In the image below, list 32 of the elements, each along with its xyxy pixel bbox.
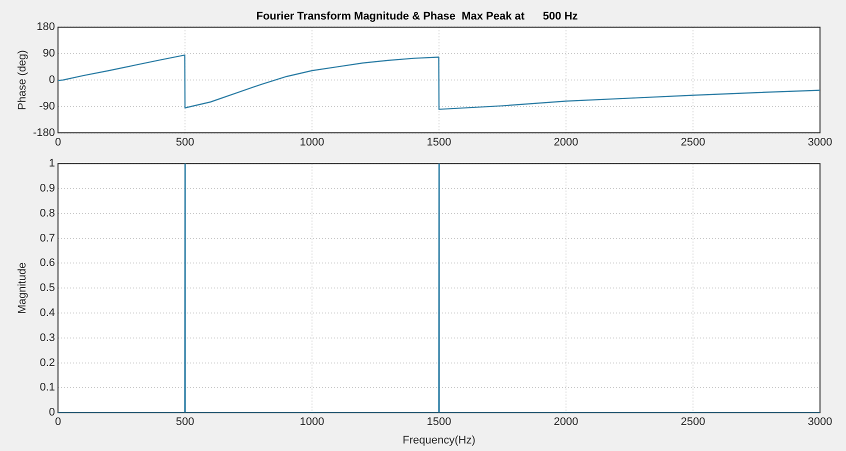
x-tick-label: 2500 (680, 136, 706, 148)
y-tick-label: -90 (39, 100, 55, 112)
x-tick-label: 1500 (426, 416, 452, 428)
y-tick-label: 180 (36, 21, 55, 34)
y-axis-title: Phase (deg) (16, 50, 29, 110)
y-tick-label: 0.1 (40, 382, 55, 394)
y-tick-label: 0.8 (40, 207, 55, 220)
y-tick-label: 90 (42, 48, 55, 60)
y-tick-label: 0.3 (40, 332, 55, 344)
y-tick-label: -180 (32, 126, 55, 139)
x-tick-label: 500 (176, 136, 194, 148)
x-tick-label: 1000 (300, 136, 324, 148)
chart-title: Fourier Transform Magnitude & Phase Max Peak at 500 Hz (256, 10, 578, 23)
x-tick-label: 2500 (680, 416, 706, 428)
y-tick-label: 0.4 (40, 307, 55, 320)
x-tick-label: 2000 (554, 416, 578, 428)
y-tick-label: 1 (48, 158, 55, 170)
y-tick-label: 0 (48, 406, 55, 419)
x-tick-label: 500 (176, 416, 194, 428)
y-tick-label: 0.6 (40, 257, 55, 270)
x-tick-label: 2000 (554, 136, 578, 148)
x-tick-label: 1500 (426, 136, 452, 148)
y-axis-title: Magnitude (16, 262, 29, 314)
y-tick-label: 0.2 (40, 356, 55, 369)
x-tick-label: 3000 (808, 416, 832, 428)
y-tick-label: 0 (48, 74, 55, 86)
x-tick-label: 1000 (300, 416, 324, 428)
x-axis-title: Frequency(Hz) (402, 434, 476, 446)
y-tick-label: 0.9 (40, 182, 55, 195)
y-tick-label: 0.7 (40, 232, 55, 244)
x-tick-label: 3000 (808, 136, 832, 148)
y-tick-label: 0.5 (40, 282, 55, 294)
